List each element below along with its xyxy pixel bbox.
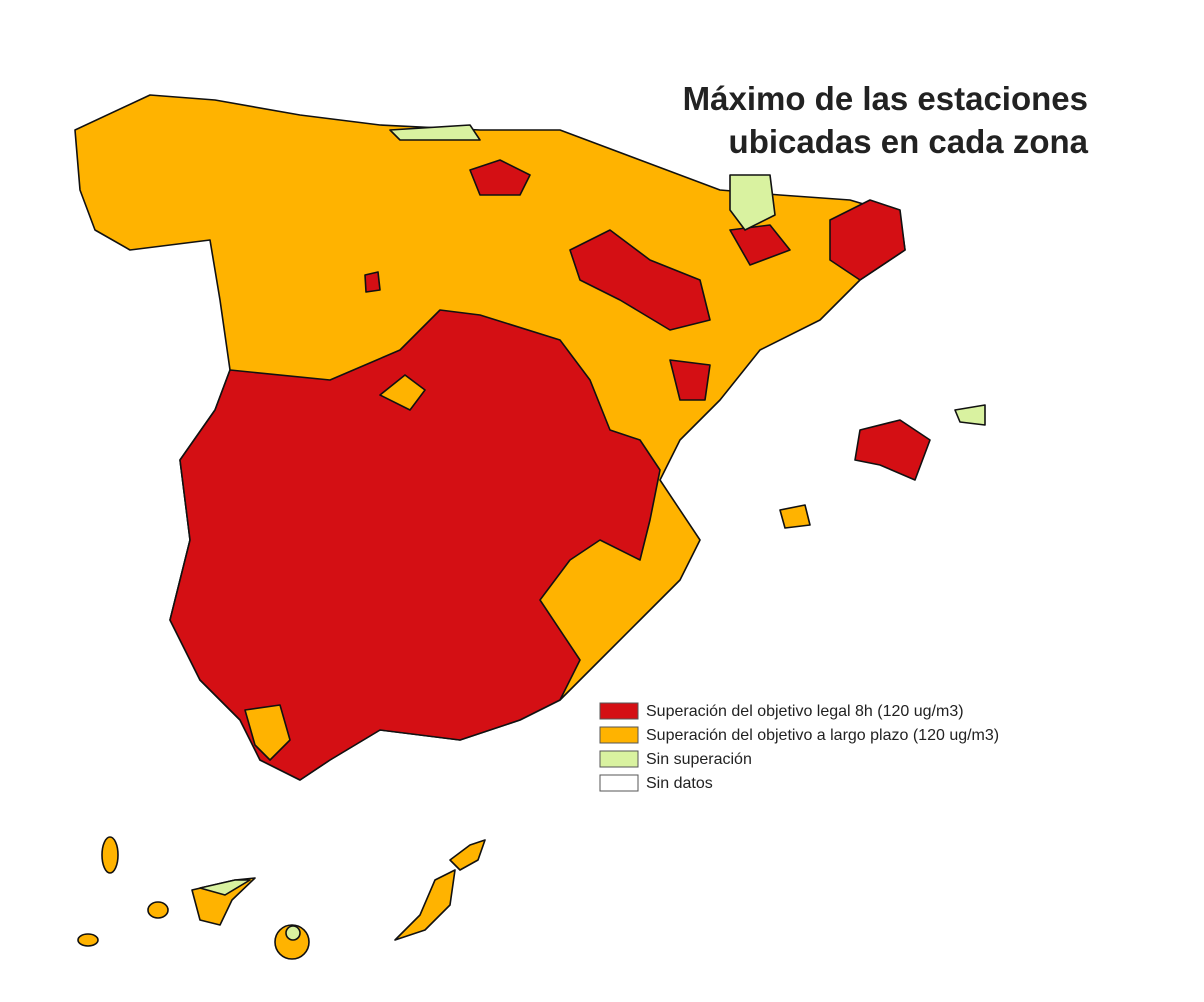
title-line: Máximo de las estaciones <box>683 80 1088 117</box>
region <box>77 933 99 947</box>
region <box>244 704 291 761</box>
region <box>469 159 531 196</box>
region <box>854 419 931 481</box>
mainland <box>74 94 906 781</box>
region <box>169 309 661 781</box>
region <box>669 359 711 401</box>
legend-label: Superación del objetivo legal 8h (120 ug… <box>646 703 964 720</box>
region <box>364 271 381 293</box>
region <box>779 504 811 529</box>
region <box>199 879 251 896</box>
balearic-islands <box>779 404 986 529</box>
region <box>729 224 791 266</box>
legend: Superación del objetivo legal 8h (120 ug… <box>599 702 999 792</box>
canary-islands <box>77 836 486 960</box>
legend-swatch <box>599 774 639 792</box>
region <box>829 199 906 281</box>
region <box>379 374 426 411</box>
region <box>449 839 486 871</box>
region <box>389 124 481 141</box>
region <box>285 925 301 941</box>
region <box>954 404 986 426</box>
legend-label: Superación del objetivo a largo plazo (1… <box>646 727 999 744</box>
title-line: ubicadas en cada zona <box>729 123 1089 160</box>
legend-label: Sin superación <box>646 751 752 768</box>
legend-swatch <box>599 726 639 744</box>
region <box>729 174 776 231</box>
region <box>101 836 119 874</box>
region <box>147 901 169 919</box>
legend-label: Sin datos <box>646 775 713 792</box>
region <box>394 869 456 941</box>
legend-swatch <box>599 702 639 720</box>
legend-swatch <box>599 750 639 768</box>
region <box>569 229 711 331</box>
